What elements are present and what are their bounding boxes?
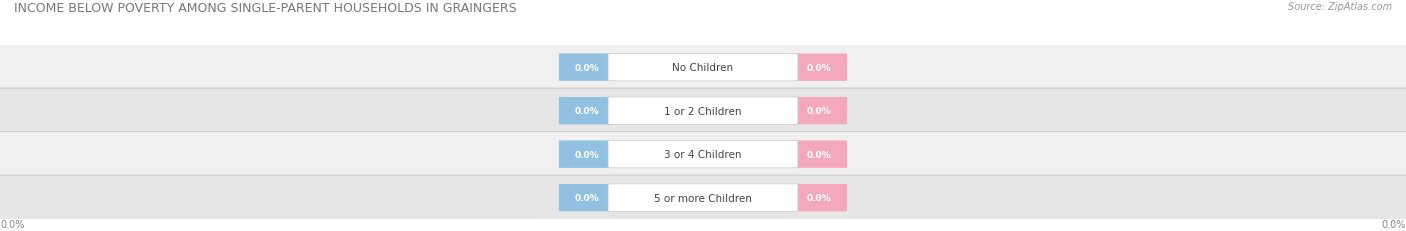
FancyBboxPatch shape xyxy=(560,184,616,211)
FancyBboxPatch shape xyxy=(0,132,1406,177)
FancyBboxPatch shape xyxy=(790,141,846,168)
FancyBboxPatch shape xyxy=(790,54,846,82)
Text: Source: ZipAtlas.com: Source: ZipAtlas.com xyxy=(1288,2,1392,12)
Text: 0.0%: 0.0% xyxy=(575,193,599,202)
Text: 3 or 4 Children: 3 or 4 Children xyxy=(664,149,742,159)
FancyBboxPatch shape xyxy=(790,97,846,125)
FancyBboxPatch shape xyxy=(609,97,799,125)
FancyBboxPatch shape xyxy=(560,54,616,82)
FancyBboxPatch shape xyxy=(0,175,1406,220)
Text: 5 or more Children: 5 or more Children xyxy=(654,193,752,203)
Text: 0.0%: 0.0% xyxy=(1382,219,1406,229)
FancyBboxPatch shape xyxy=(790,184,846,211)
FancyBboxPatch shape xyxy=(0,45,1406,90)
Text: No Children: No Children xyxy=(672,63,734,73)
FancyBboxPatch shape xyxy=(0,89,1406,134)
Text: 0.0%: 0.0% xyxy=(807,150,831,159)
FancyBboxPatch shape xyxy=(560,97,616,125)
FancyBboxPatch shape xyxy=(609,184,799,211)
FancyBboxPatch shape xyxy=(560,141,616,168)
Text: 0.0%: 0.0% xyxy=(807,63,831,72)
Text: 0.0%: 0.0% xyxy=(807,107,831,116)
Text: 0.0%: 0.0% xyxy=(575,63,599,72)
FancyBboxPatch shape xyxy=(609,141,799,168)
Text: 0.0%: 0.0% xyxy=(0,219,24,229)
Text: 0.0%: 0.0% xyxy=(575,150,599,159)
Text: INCOME BELOW POVERTY AMONG SINGLE-PARENT HOUSEHOLDS IN GRAINGERS: INCOME BELOW POVERTY AMONG SINGLE-PARENT… xyxy=(14,2,516,15)
Text: 0.0%: 0.0% xyxy=(807,193,831,202)
Text: 1 or 2 Children: 1 or 2 Children xyxy=(664,106,742,116)
FancyBboxPatch shape xyxy=(609,54,799,82)
Text: 0.0%: 0.0% xyxy=(575,107,599,116)
